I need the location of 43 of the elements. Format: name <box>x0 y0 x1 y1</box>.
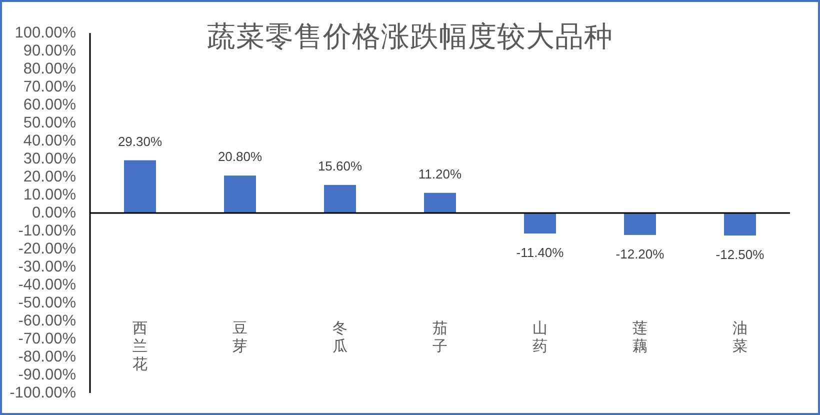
data-label: 20.80% <box>218 149 262 164</box>
y-tick-label: 60.00% <box>23 96 76 114</box>
y-tick-label: -20.00% <box>18 240 76 258</box>
bar <box>124 160 156 213</box>
chart-title: 蔬菜零售价格涨跌幅度较大品种 <box>207 21 613 53</box>
data-label: -12.50% <box>716 247 765 262</box>
data-label: -12.20% <box>616 246 665 262</box>
data-label: 29.30% <box>118 134 162 149</box>
x-tick-label: 油菜 <box>732 320 748 355</box>
x-tick-label: 莲藕 <box>632 320 648 355</box>
data-label: 11.20% <box>418 166 462 182</box>
data-label: 15.60% <box>318 158 362 174</box>
x-tick-label: 冬瓜 <box>332 320 348 355</box>
y-tick-label: -90.00% <box>18 366 76 384</box>
x-tick-label: 茄子 <box>432 320 448 355</box>
y-tick-label: 80.00% <box>23 60 76 78</box>
data-label: -11.40% <box>516 245 564 260</box>
y-tick-label: -30.00% <box>18 258 76 276</box>
y-tick-label: -80.00% <box>18 348 76 366</box>
y-tick-label: 20.00% <box>23 168 76 186</box>
y-tick-label: 70.00% <box>23 78 76 96</box>
y-tick-label: -40.00% <box>18 276 76 294</box>
y-tick-label: 0.00% <box>32 204 76 222</box>
y-tick-label: 90.00% <box>23 42 76 60</box>
y-tick-label: 50.00% <box>23 114 76 132</box>
y-tick-label: 30.00% <box>23 150 76 168</box>
y-tick-label: -10.00% <box>18 222 76 240</box>
y-tick-label: -100.00% <box>10 384 76 402</box>
bar <box>724 213 756 236</box>
y-tick-label: -50.00% <box>18 294 76 312</box>
bar <box>624 213 656 235</box>
x-tick-label: 山药 <box>532 320 548 355</box>
bar <box>324 184 356 213</box>
y-tick-label: 100.00% <box>14 24 76 42</box>
bar <box>424 192 456 213</box>
y-tick-label: 10.00% <box>23 186 76 204</box>
bar <box>224 176 256 213</box>
x-tick-label: 豆芽 <box>232 320 248 355</box>
y-tick-label: -70.00% <box>18 330 76 348</box>
bar <box>524 213 556 234</box>
y-tick-label: -60.00% <box>18 312 76 330</box>
y-tick-label: 40.00% <box>23 132 76 150</box>
x-tick-label: 西兰花 <box>132 320 148 373</box>
